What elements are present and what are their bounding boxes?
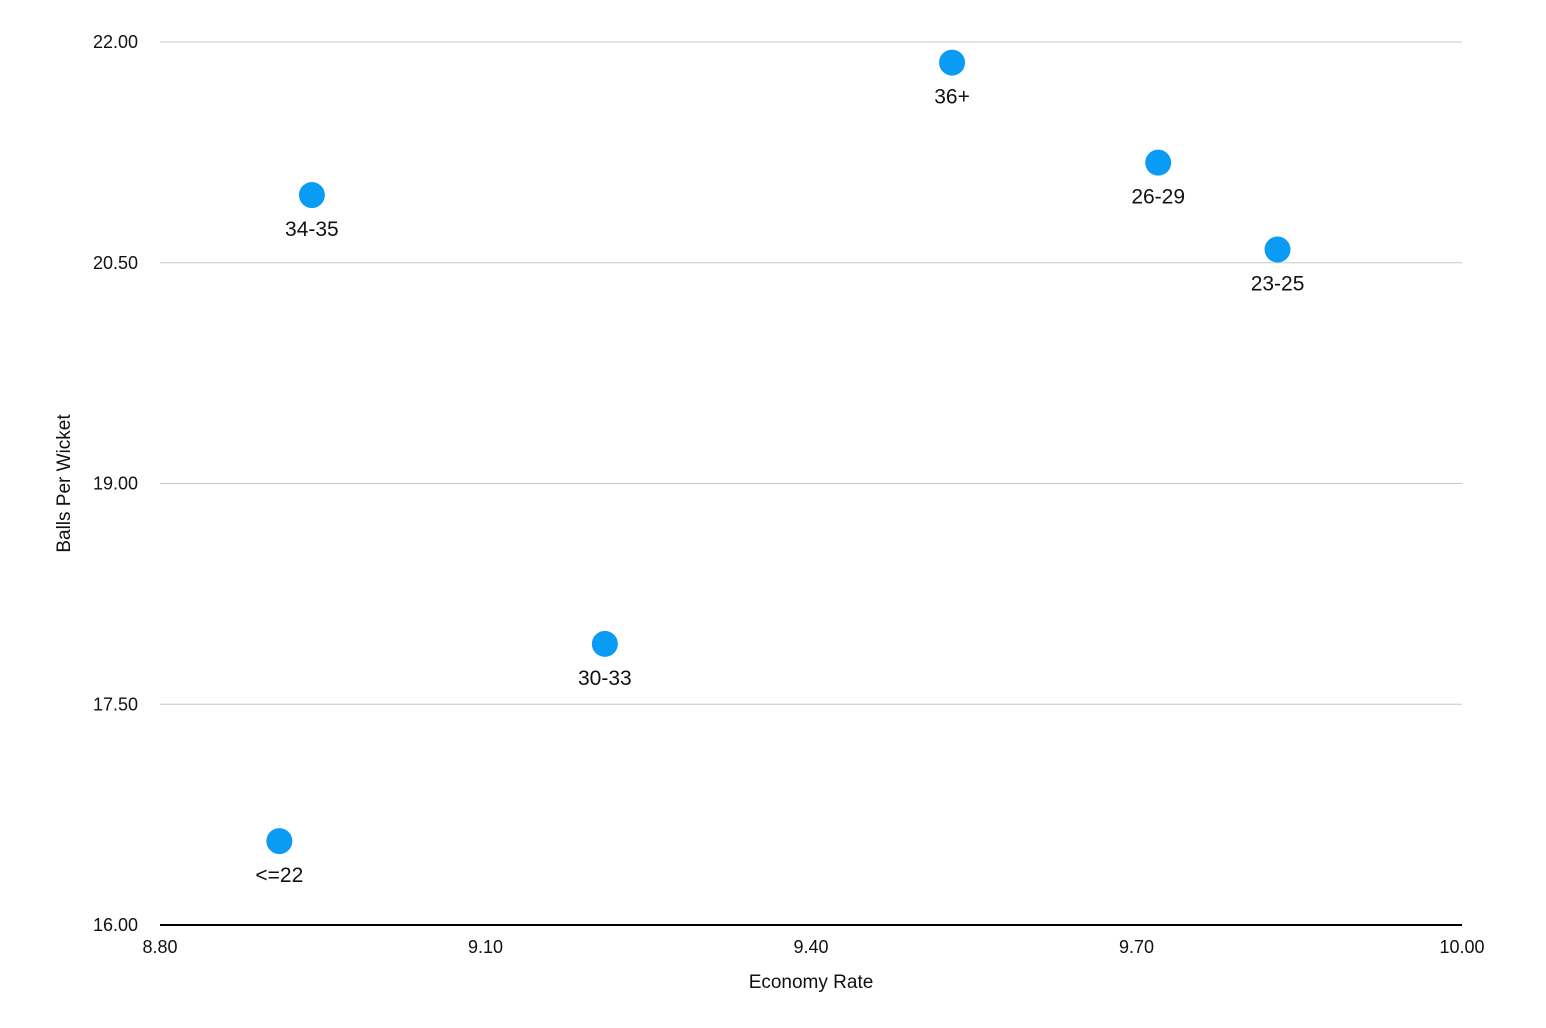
y-tick-label: 16.00 — [93, 915, 138, 935]
data-point — [266, 828, 293, 855]
y-tick-label: 17.50 — [93, 694, 138, 714]
data-points: 36+ 34-35 26-29 23-25 30-33 <=22 — [255, 49, 1305, 887]
data-point — [1264, 236, 1291, 263]
grid-lines — [160, 41, 1462, 705]
x-tick-label: 9.40 — [793, 937, 828, 957]
x-tick-label: 10.00 — [1439, 937, 1484, 957]
y-tick-label: 19.00 — [93, 474, 138, 494]
x-axis-title: Economy Rate — [749, 972, 874, 993]
data-label: <=22 — [255, 864, 303, 887]
data-label: 34-35 — [285, 218, 339, 241]
data-label: 23-25 — [1251, 273, 1305, 296]
x-tick-label: 9.70 — [1119, 937, 1154, 957]
x-axis-ticks: 8.80 9.10 9.40 9.70 10.00 — [142, 937, 1484, 957]
data-label: 30-33 — [578, 667, 632, 690]
x-tick-label: 8.80 — [142, 937, 177, 957]
data-point — [939, 49, 966, 76]
data-label: 26-29 — [1131, 186, 1185, 209]
y-axis-ticks: 16.00 17.50 19.00 20.50 22.00 — [93, 32, 138, 935]
data-label: 36+ — [934, 86, 970, 109]
y-axis-title: Balls Per Wicket — [54, 414, 75, 553]
y-tick-label: 22.00 — [93, 32, 138, 52]
data-point — [1145, 149, 1172, 176]
x-tick-label: 9.10 — [468, 937, 503, 957]
y-tick-label: 20.50 — [93, 253, 138, 273]
data-point — [591, 630, 618, 657]
data-point — [298, 182, 325, 209]
